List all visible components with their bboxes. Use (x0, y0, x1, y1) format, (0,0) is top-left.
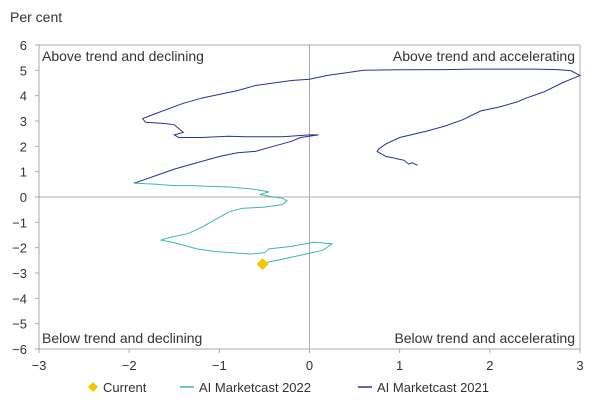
series-line-ai-marketcast-2022 (133, 182, 334, 264)
x-axis-ticks: −3 −2 −1 0 1 2 3 (32, 349, 584, 373)
x-tick-label: −3 (32, 358, 47, 373)
x-tick-label: 3 (576, 358, 583, 373)
x-tick-label: 0 (306, 358, 313, 373)
quadrant-label-top-left: Above trend and declining (42, 48, 204, 64)
y-tick-label: −2 (12, 241, 27, 256)
legend: Current AI Marketcast 2022 AI Marketcast… (88, 380, 489, 395)
legend-label-current: Current (103, 380, 147, 395)
x-tick-label: −2 (122, 358, 137, 373)
quadrant-label-bottom-right: Below trend and accelerating (394, 330, 575, 346)
y-tick-label: 6 (20, 38, 27, 53)
current-point-marker (256, 258, 269, 271)
y-tick-label: 4 (20, 89, 27, 104)
y-tick-label: 5 (20, 63, 27, 78)
series-line-ai-marketcast-2021 (133, 68, 582, 184)
y-tick-label: 3 (20, 114, 27, 129)
legend-current-diamond-icon (88, 382, 98, 392)
y-tick-label: −4 (12, 291, 27, 306)
y-tick-label: 0 (20, 190, 27, 205)
x-tick-label: −1 (212, 358, 227, 373)
y-axis-label: Per cent (10, 9, 62, 25)
quadrant-label-bottom-left: Below trend and declining (42, 330, 202, 346)
y-tick-label: −5 (12, 317, 27, 332)
y-axis-ticks: 6 5 4 3 2 1 0 −1 −2 −3 −4 −5 −6 (12, 38, 39, 357)
y-tick-label: −6 (12, 342, 27, 357)
x-tick-label: 1 (396, 358, 403, 373)
y-tick-label: −3 (12, 266, 27, 281)
y-tick-label: 1 (20, 165, 27, 180)
legend-label-ai-marketcast-2021: AI Marketcast 2021 (377, 380, 489, 395)
y-tick-label: −1 (12, 215, 27, 230)
quadrant-label-top-right: Above trend and accelerating (393, 48, 575, 64)
y-tick-label: 2 (20, 139, 27, 154)
x-tick-label: 2 (486, 358, 493, 373)
legend-label-ai-marketcast-2022: AI Marketcast 2022 (199, 380, 311, 395)
